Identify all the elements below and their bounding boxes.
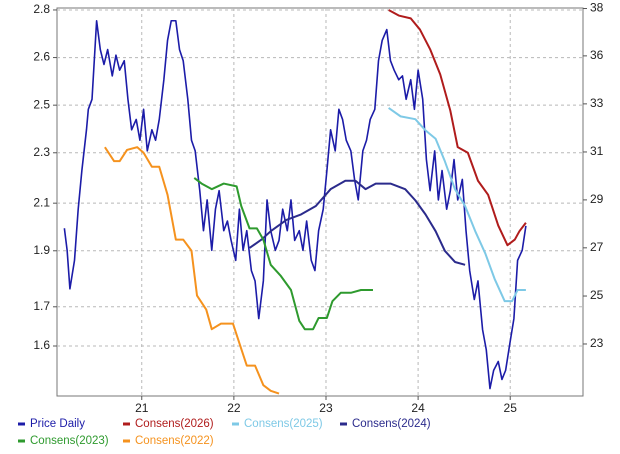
y-tick-label: 1.9 <box>33 243 50 257</box>
legend: Price Daily Consens(2026) Consens(2025) Con… <box>18 418 431 447</box>
y-tick-label: 2.8 <box>33 2 50 16</box>
y2-tick-label: 36 <box>590 48 604 62</box>
x-tick-label: 23 <box>319 401 333 415</box>
y-tick-label: 2.6 <box>33 50 50 64</box>
x-tick-label: 21 <box>135 401 149 415</box>
series-line <box>193 177 373 331</box>
x-tick-label: 25 <box>504 401 518 415</box>
series-line <box>388 9 527 247</box>
legend-label: Consens(2023) <box>30 435 109 447</box>
y2-tick-label: 38 <box>590 1 604 15</box>
series-line <box>388 107 526 303</box>
y-tick-label: 2.1 <box>33 195 50 209</box>
y-tick-label: 2.5 <box>33 97 50 111</box>
legend-label: Consens(2026) <box>135 418 214 430</box>
y2-tick-label: 33 <box>590 96 604 110</box>
y2-tick-label: 23 <box>590 336 604 350</box>
y2-tick-label: 25 <box>590 288 604 302</box>
series-line <box>63 19 527 390</box>
y-tick-label: 1.7 <box>33 299 50 313</box>
y2-tick-label: 31 <box>590 144 604 158</box>
y-tick-label: 1.6 <box>33 338 50 352</box>
legend-label: Price Daily <box>30 418 85 430</box>
y2-tick-label: 27 <box>590 240 604 254</box>
y-tick-label: 2.3 <box>33 145 50 159</box>
legend-label: Consens(2025) <box>244 418 323 430</box>
legend-label: Consens(2022) <box>135 435 214 447</box>
x-tick-label: 24 <box>411 401 425 415</box>
legend-label: Consens(2024) <box>352 418 431 430</box>
plot-area: 1.6 1.7 1.9 2.1 2.3 2.5 2.6 2.8 23 25 27 29 31 33 36 38… <box>33 1 603 415</box>
x-tick-label: 22 <box>227 401 241 415</box>
series-line <box>104 146 280 395</box>
series-line <box>248 179 466 266</box>
y2-tick-label: 29 <box>590 192 604 206</box>
